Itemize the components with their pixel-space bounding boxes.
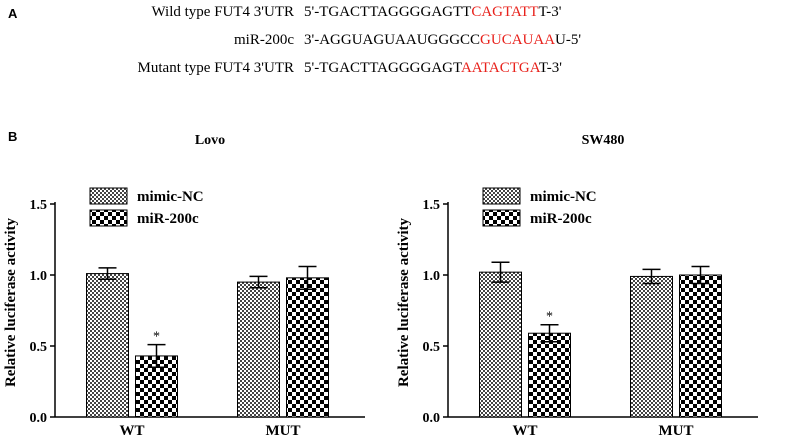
seq-suffix: U-5' <box>555 32 582 48</box>
seq-prefix: 3'-AGGUAGUAAUGGGCC <box>304 32 481 48</box>
legend-label: mimic-NC <box>137 189 204 205</box>
legend-swatch <box>89 187 128 205</box>
seq-prefix: 5'-TGACTTAGGGGAGT <box>304 60 461 76</box>
y-tick-label: 1.5 <box>30 198 48 213</box>
chart-sw480: SW480 Relative luciferase activity 0.0 0.5 1… <box>396 133 758 439</box>
y-tick-label: 0.0 <box>30 411 48 426</box>
bar-mir-200c-mut <box>679 274 722 418</box>
legend-swatch <box>482 209 521 227</box>
y-tick-label: 1.5 <box>423 198 441 213</box>
bar-mimic-nc-wt <box>479 271 522 418</box>
x-tick-label: WT <box>512 423 537 439</box>
y-tick-label: 1.0 <box>30 269 48 284</box>
seq-highlight: AATACTGA <box>460 60 539 76</box>
y-tick-label: 0.5 <box>30 340 48 355</box>
panel-a-label: A <box>8 6 18 21</box>
legend-swatch <box>89 209 128 227</box>
y-tick-label: 0.0 <box>423 411 441 426</box>
bar-mir-200c-wt <box>528 332 571 418</box>
seq-prefix: 5'-TGACTTAGGGGAGTT <box>304 4 472 20</box>
legend-swatch <box>482 187 521 205</box>
seq-name-mutant-type: Mutant type FUT4 3'UTR <box>137 60 294 76</box>
bar-mir-200c-mut <box>286 277 329 418</box>
y-axis-label: Relative luciferase activity <box>396 217 412 387</box>
x-tick-label: MUT <box>266 423 301 439</box>
seq-text-wild-type: 5'-TGACTTAGGGGAGTTCAGTATTT-3' <box>304 4 561 21</box>
seq-suffix: T-3' <box>538 60 562 76</box>
significance-marker: * <box>153 330 160 345</box>
legend-label: mimic-NC <box>530 189 597 205</box>
bar-mimic-nc-mut <box>237 281 280 418</box>
seq-text-mutant-type: 5'-TGACTTAGGGGAGTAATACTGAT-3' <box>304 60 562 77</box>
bar-mimic-nc-wt <box>86 273 129 418</box>
y-axis-label: Relative luciferase activity <box>3 217 19 387</box>
seq-name-wild-type: Wild type FUT4 3'UTR <box>151 4 294 20</box>
panel-b-label: B <box>8 129 18 144</box>
x-tick-label: MUT <box>659 423 694 439</box>
seq-highlight: GUCAUAA <box>480 32 556 48</box>
x-tick-label: WT <box>119 423 144 439</box>
significance-marker: * <box>546 310 553 325</box>
y-tick-label: 0.5 <box>423 340 441 355</box>
chart-title: SW480 <box>582 133 625 148</box>
legend-label: miR-200c <box>530 211 592 227</box>
chart-title: Lovo <box>195 133 225 148</box>
bar-mimic-nc-mut <box>630 275 673 418</box>
chart-lovo: Lovo Relative luciferase activity 0.0 0.5 1.… <box>3 133 365 439</box>
seq-text-mir-200c: 3'-AGGUAGUAAUGGGCCGUCAUAAU-5' <box>304 32 581 49</box>
y-tick-label: 1.0 <box>423 269 441 284</box>
seq-name-mir-200c: miR-200c <box>234 32 294 48</box>
seq-highlight: CAGTATT <box>471 4 539 20</box>
legend-label: miR-200c <box>137 211 199 227</box>
seq-suffix: T-3' <box>538 4 562 20</box>
